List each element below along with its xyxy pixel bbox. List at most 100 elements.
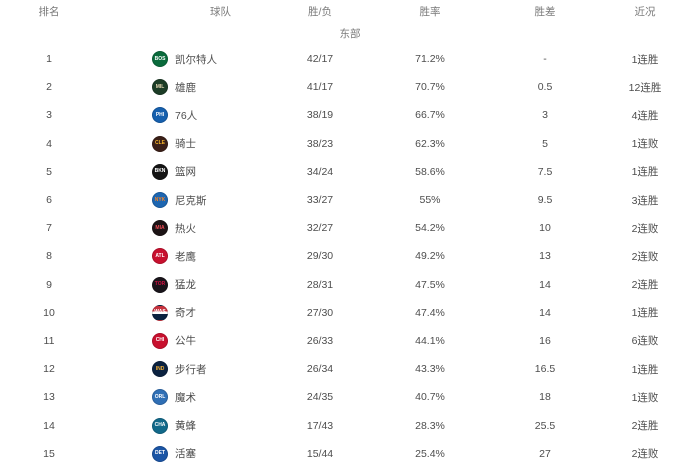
team-win-pct: 44.1% — [415, 334, 445, 347]
team-cell[interactable]: ORL 魔术 — [98, 389, 280, 406]
team-rank: 13 — [43, 391, 55, 404]
team-win-loss: 38/23 — [306, 137, 334, 150]
team-logo-icon: CLE — [152, 135, 168, 152]
team-games-behind: 25.5 — [534, 419, 556, 432]
team-games-behind: 16 — [539, 334, 551, 347]
team-name: 公牛 — [175, 335, 196, 348]
team-rank: 2 — [46, 81, 52, 94]
team-name: 骑士 — [175, 138, 196, 151]
team-name: 魔术 — [175, 391, 196, 404]
team-rank: 10 — [43, 306, 55, 319]
table-row[interactable]: 7 MIA 热火 32/27 54.2% 10 2连败 — [0, 214, 700, 243]
team-rank: 4 — [46, 137, 52, 150]
team-cell[interactable]: CHI 公牛 — [98, 332, 280, 349]
team-streak: 2连败 — [631, 250, 659, 263]
table-row[interactable]: 11 CHI 公牛 26/33 44.1% 16 6连败 — [0, 326, 700, 356]
team-logo-icon: IND — [152, 361, 168, 378]
table-row[interactable]: 8 ATL 老鹰 29/30 49.2% 13 2连败 — [0, 242, 700, 271]
team-streak: 4连胜 — [631, 109, 659, 122]
team-streak: 2连败 — [631, 448, 659, 461]
team-win-loss: 41/17 — [306, 81, 334, 94]
table-row[interactable]: 4 CLE 骑士 38/23 62.3% 5 1连败 — [0, 129, 700, 158]
table-row[interactable]: 13 ORL 魔术 24/35 40.7% 18 1连败 — [0, 383, 700, 412]
column-header-win-pct: 胜率 — [419, 5, 441, 18]
team-cell[interactable]: ATL 老鹰 — [98, 248, 280, 265]
table-row[interactable]: 5 BKN 篮网 34/24 58.6% 7.5 1连胜 — [0, 157, 700, 186]
team-logo-icon: BKN — [152, 163, 168, 180]
team-logo-icon: WAS — [152, 304, 168, 321]
table-row[interactable]: 9 TOR 猛龙 28/31 47.5% 14 2连胜 — [0, 270, 700, 299]
column-header-rank: 排名 — [38, 5, 60, 18]
team-cell[interactable]: MIA 热火 — [98, 220, 280, 237]
team-win-loss: 29/30 — [306, 250, 334, 263]
team-name: 猛龙 — [175, 279, 196, 292]
team-cell[interactable]: CHA 黄蜂 — [98, 417, 280, 434]
team-win-pct: 47.4% — [415, 306, 445, 319]
team-cell[interactable]: DET 活塞 — [98, 445, 280, 462]
team-win-pct: 47.5% — [415, 278, 445, 291]
team-win-pct: 43.3% — [415, 363, 445, 376]
team-streak: 2连胜 — [631, 279, 659, 292]
table-row[interactable]: 3 PHI 76人 38/19 66.7% 3 4连胜 — [0, 101, 700, 130]
team-logo-icon: MIL — [152, 79, 168, 96]
team-win-pct: 58.6% — [415, 165, 445, 178]
team-streak: 1连胜 — [631, 166, 659, 179]
team-win-pct: 71.2% — [415, 53, 445, 66]
team-streak: 1连胜 — [631, 307, 659, 320]
team-rank: 14 — [43, 419, 55, 432]
team-cell[interactable]: CLE 骑士 — [98, 135, 280, 152]
team-cell[interactable]: BKN 篮网 — [98, 163, 280, 180]
team-cell[interactable]: TOR 猛龙 — [98, 276, 280, 293]
team-cell[interactable]: WAS 奇才 — [98, 304, 280, 321]
team-cell[interactable]: PHI 76人 — [98, 107, 280, 124]
team-logo-icon: MIA — [152, 220, 168, 237]
table-row[interactable]: 15 DET 活塞 15/44 25.4% 27 2连败 — [0, 439, 700, 468]
team-name: 黄蜂 — [175, 420, 196, 433]
team-streak: 1连胜 — [631, 363, 659, 376]
table-row[interactable]: 2 MIL 雄鹿 41/17 70.7% 0.5 12连胜 — [0, 73, 700, 102]
team-win-pct: 40.7% — [415, 391, 445, 404]
team-games-behind: 0.5 — [537, 81, 553, 94]
team-cell[interactable]: IND 步行者 — [98, 361, 280, 378]
team-games-behind: 9.5 — [537, 194, 553, 207]
team-logo-icon: CHA — [152, 417, 168, 434]
team-games-behind: 5 — [542, 137, 548, 150]
team-games-behind: 13 — [539, 250, 551, 263]
column-header-team: 球队 — [210, 5, 231, 18]
team-logo-icon: ORL — [152, 389, 168, 406]
team-streak: 1连胜 — [631, 53, 659, 66]
team-name: 奇才 — [175, 307, 196, 320]
team-win-loss: 32/27 — [306, 222, 334, 235]
team-streak: 2连败 — [631, 222, 659, 235]
table-row[interactable]: 6 NYK 尼克斯 33/27 55% 9.5 3连胜 — [0, 185, 700, 215]
team-logo-icon: BOS — [152, 51, 168, 68]
team-streak: 3连胜 — [631, 194, 659, 207]
team-win-pct: 28.3% — [415, 419, 445, 432]
team-cell[interactable]: BOS 凯尔特人 — [98, 51, 280, 68]
table-row[interactable]: 1 BOS 凯尔特人 42/17 71.2% - 1连胜 — [0, 45, 700, 74]
team-win-pct: 55% — [419, 194, 441, 207]
table-row[interactable]: 10 WAS 奇才 27/30 47.4% 14 1连胜 — [0, 298, 700, 327]
team-games-behind: 7.5 — [537, 165, 553, 178]
team-win-loss: 15/44 — [306, 447, 334, 460]
team-name: 活塞 — [175, 448, 196, 461]
team-games-behind: 14 — [539, 306, 551, 319]
table-row[interactable]: 14 CHA 黄蜂 17/43 28.3% 25.5 2连胜 — [0, 411, 700, 440]
team-rank: 11 — [43, 334, 55, 347]
team-games-behind: 27 — [539, 447, 551, 460]
team-win-pct: 49.2% — [415, 250, 445, 263]
team-win-loss: 34/24 — [306, 165, 334, 178]
team-games-behind: - — [543, 53, 547, 66]
team-cell[interactable]: MIL 雄鹿 — [98, 79, 280, 96]
team-logo-icon: TOR — [152, 276, 168, 293]
team-cell[interactable]: NYK 尼克斯 — [98, 192, 280, 209]
conference-section-label: 东部 — [339, 28, 361, 40]
table-row[interactable]: 12 IND 步行者 26/34 43.3% 16.5 1连胜 — [0, 355, 700, 384]
team-logo-icon: PHI — [152, 107, 168, 124]
team-rank: 12 — [43, 363, 55, 376]
team-logo-icon: DET — [152, 445, 168, 462]
table-header-row: 排名 球队 胜/负 胜率 胜差 近况 — [0, 0, 700, 22]
team-rank: 7 — [46, 222, 52, 235]
team-win-loss: 27/30 — [306, 306, 334, 319]
team-name: 篮网 — [175, 166, 196, 179]
